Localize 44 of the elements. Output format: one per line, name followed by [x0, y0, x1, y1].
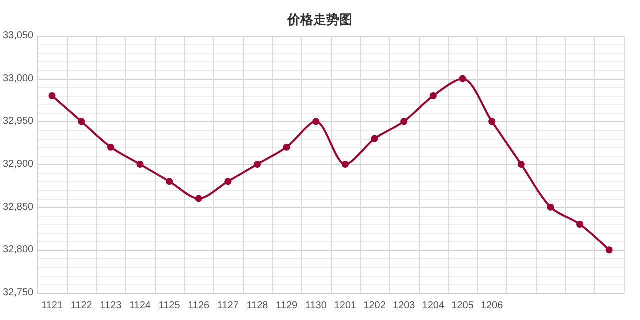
x-tick-label: 1203 [392, 300, 416, 312]
x-tick-label: 1126 [188, 300, 210, 312]
y-tick-label: 33,050 [2, 30, 34, 42]
point [224, 178, 232, 186]
point [136, 161, 144, 168]
point [576, 220, 584, 228]
x-tick-label: 1201 [334, 300, 358, 312]
point [342, 161, 349, 168]
chart-title: 价格走势图 [286, 12, 352, 27]
point [547, 204, 554, 211]
y-tick-label: 32,750 [2, 288, 34, 298]
point [488, 118, 496, 126]
x-tick-label: 1130 [305, 300, 328, 312]
y-tick-label: 32,950 [2, 116, 34, 128]
x-tick-label: 1128 [246, 300, 269, 312]
y-tick-label: 33,000 [2, 73, 34, 84]
point [107, 144, 114, 151]
point [195, 195, 202, 202]
x-tick-label: 1125 [158, 300, 181, 312]
point [78, 118, 86, 126]
point [606, 246, 613, 254]
x-tick-label: 1205 [452, 300, 474, 312]
x-tick-label: 1124 [129, 300, 152, 312]
x-tick-label: 1202 [364, 300, 386, 312]
x-tick-label: 1121 [41, 300, 64, 312]
point [48, 92, 56, 100]
point [518, 161, 525, 168]
x-tick-label: 1204 [422, 300, 445, 312]
point [400, 118, 408, 126]
x-tick-label: 1123 [100, 300, 122, 312]
y-tick-label: 32,800 [2, 244, 34, 256]
point [166, 178, 174, 186]
x-tick-label: 1129 [276, 300, 298, 312]
point [312, 118, 320, 126]
x-tick-label: 1122 [70, 300, 93, 312]
x-tick-label: 1206 [480, 300, 504, 312]
y-tick-label: 32,850 [2, 202, 34, 213]
point [371, 135, 378, 142]
point [283, 144, 290, 151]
y-tick-label: 32,900 [2, 159, 34, 170]
point [430, 92, 437, 100]
point [254, 161, 261, 168]
point [459, 75, 466, 82]
x-tick-label: 1127 [217, 300, 240, 312]
